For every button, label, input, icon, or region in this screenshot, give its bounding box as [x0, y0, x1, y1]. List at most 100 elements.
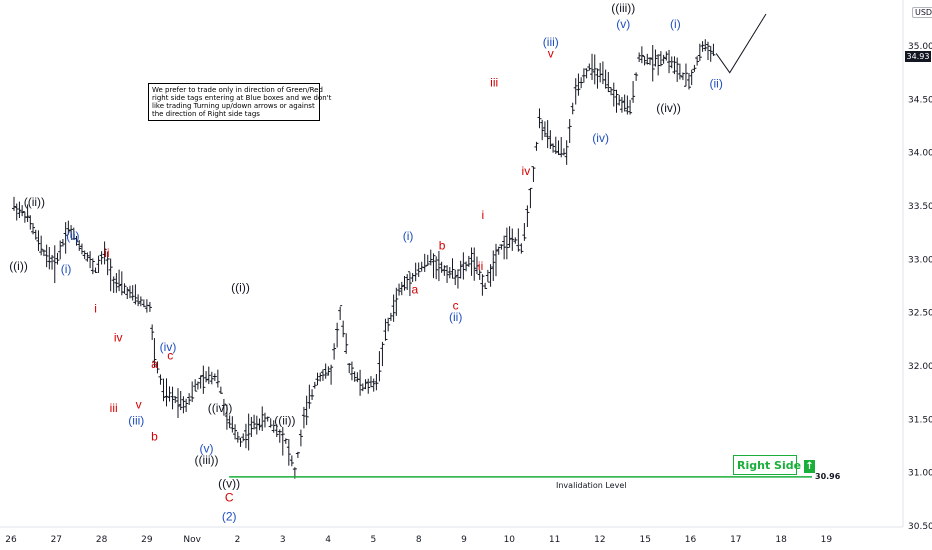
ohlc-bar — [193, 379, 198, 392]
ohlc-bar — [639, 46, 644, 64]
ohlc-bar — [436, 250, 441, 282]
ohlc-bar — [310, 389, 315, 401]
ohlc-bar — [380, 341, 385, 367]
ohlc-bar — [628, 99, 633, 115]
ohlc-bar — [377, 351, 382, 382]
ohlc-bar — [648, 57, 653, 66]
ohlc-bar — [338, 305, 343, 320]
ohlc-bar — [283, 438, 288, 444]
ohlc-bar — [60, 238, 65, 247]
wave-label: iii — [490, 76, 498, 90]
note-line: the direction of Right side tags — [152, 110, 260, 118]
ohlc-bar — [477, 269, 482, 280]
wave-label: a — [151, 357, 158, 371]
ohlc-bar — [201, 365, 206, 394]
ohlc-bar — [466, 255, 471, 267]
y-tick-label: 34.50 — [908, 95, 932, 105]
up-arrow-icon: ↑ — [804, 459, 816, 473]
ohlc-bar — [152, 338, 157, 367]
ohlc-bar — [136, 294, 141, 307]
ohlc-bar — [50, 254, 55, 270]
ohlc-bar — [265, 416, 270, 422]
ohlc-bar — [656, 54, 661, 76]
wave-label: C — [225, 490, 234, 504]
wave-label: b — [151, 430, 158, 444]
last-price-tag: 34.93 — [905, 51, 931, 62]
wave-label: (ii) — [66, 229, 79, 243]
x-tick-label: 19 — [821, 535, 833, 545]
ohlc-bar — [301, 406, 306, 429]
wave-label: (iv) — [592, 131, 609, 145]
ohlc-bar — [542, 121, 547, 137]
ohlc-bar — [125, 287, 130, 300]
ohlc-bar — [422, 253, 427, 272]
wave-label: ii — [104, 246, 109, 260]
ohlc-bar — [304, 395, 309, 426]
ohlc-bar — [280, 426, 285, 456]
ohlc-bar — [416, 262, 421, 277]
ohlc-bar — [703, 39, 708, 52]
ohlc-bar — [587, 63, 592, 71]
note-line: right side tags entering at Blue boxes a… — [152, 94, 332, 102]
y-tick-label: 35.00 — [908, 42, 932, 52]
ohlc-bar — [519, 243, 524, 254]
ohlc-bar — [241, 433, 246, 442]
ohlc-bar — [341, 320, 346, 338]
ohlc-bar — [603, 69, 608, 89]
ohlc-bar — [428, 249, 433, 266]
ohlc-bar — [85, 252, 90, 262]
note-line: We prefer to trade only in direction of … — [152, 86, 323, 94]
ohlc-bar — [218, 386, 223, 394]
ohlc-bar — [77, 240, 82, 251]
ohlc-bar — [581, 68, 586, 83]
ohlc-bar — [548, 130, 553, 150]
ohlc-bar — [39, 235, 44, 256]
wave-label: ((iv)) — [208, 401, 233, 415]
ohlc-bar — [469, 247, 474, 276]
ohlc-bar — [230, 416, 235, 433]
currency-tag[interactable]: USD — [912, 7, 932, 18]
ohlc-bar — [447, 267, 452, 279]
ohlc-bar — [697, 43, 702, 61]
ohlc-bar — [675, 57, 680, 82]
ohlc-bar — [667, 49, 672, 74]
x-tick-label: 16 — [685, 535, 697, 545]
ohlc-bar — [41, 249, 46, 257]
x-tick-label: 10 — [504, 535, 516, 545]
ohlc-bar — [14, 203, 19, 221]
ohlc-bar — [221, 398, 226, 416]
ohlc-bar — [504, 227, 509, 260]
ohlc-bar — [537, 108, 542, 129]
ohlc-bar — [360, 383, 365, 392]
ohlc-bar — [439, 261, 444, 273]
ohlc-bar — [133, 284, 138, 305]
ohlc-bar — [158, 374, 163, 385]
ohlc-bar — [622, 94, 627, 112]
wave-label: (ii) — [449, 310, 462, 324]
ohlc-bar — [431, 253, 436, 279]
ohlc-bar — [215, 369, 220, 388]
ohlc-bar — [212, 373, 217, 382]
ohlc-bar — [480, 274, 485, 296]
wave-label: (ii) — [709, 77, 722, 91]
ohlc-bar — [383, 318, 388, 341]
y-tick-label: 31.50 — [908, 415, 932, 425]
wave-label: (2) — [222, 510, 237, 524]
ohlc-bar — [127, 285, 132, 299]
ohlc-bar — [260, 406, 265, 431]
ohlc-bar — [642, 55, 647, 66]
ohlc-bar — [138, 296, 143, 307]
y-axis-ticks: 30.50 31.00 31.50 32.00 32.50 33.00 33.50 34.00… — [908, 42, 932, 532]
ohlc-bar — [653, 49, 658, 67]
ohlc-bar — [117, 269, 122, 292]
ohlc-bar — [664, 51, 669, 61]
ohlc-bar — [164, 378, 169, 407]
ohlc-bar — [394, 287, 399, 316]
x-tick-label: 28 — [96, 535, 108, 545]
ohlc-bar — [570, 102, 575, 115]
wave-label: (iii) — [543, 35, 559, 49]
ohlc-bar — [488, 264, 493, 287]
wave-label: (i) — [403, 229, 414, 243]
ohlc-bar — [499, 244, 504, 250]
